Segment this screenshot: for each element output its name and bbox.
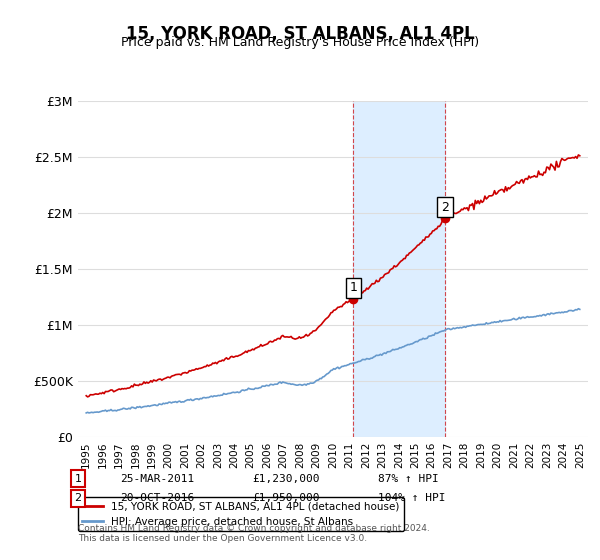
Bar bbox=[353, 101, 445, 437]
Text: 25-MAR-2011: 25-MAR-2011 bbox=[120, 474, 194, 484]
Text: £1,950,000: £1,950,000 bbox=[252, 493, 320, 503]
Text: 15, YORK ROAD, ST ALBANS, AL1 4PL: 15, YORK ROAD, ST ALBANS, AL1 4PL bbox=[125, 25, 475, 43]
Text: 1: 1 bbox=[349, 281, 357, 295]
Text: Price paid vs. HM Land Registry's House Price Index (HPI): Price paid vs. HM Land Registry's House … bbox=[121, 36, 479, 49]
Text: £1,230,000: £1,230,000 bbox=[252, 474, 320, 484]
Legend: 15, YORK ROAD, ST ALBANS, AL1 4PL (detached house), HPI: Average price, detached: 15, YORK ROAD, ST ALBANS, AL1 4PL (detac… bbox=[78, 497, 404, 531]
Text: 20-OCT-2016: 20-OCT-2016 bbox=[120, 493, 194, 503]
Text: 87% ↑ HPI: 87% ↑ HPI bbox=[378, 474, 439, 484]
Text: 1: 1 bbox=[74, 474, 82, 484]
Text: 2: 2 bbox=[441, 200, 449, 214]
Text: 104% ↑ HPI: 104% ↑ HPI bbox=[378, 493, 445, 503]
Text: 2: 2 bbox=[74, 493, 82, 503]
Text: Contains HM Land Registry data © Crown copyright and database right 2024.
This d: Contains HM Land Registry data © Crown c… bbox=[78, 524, 430, 543]
